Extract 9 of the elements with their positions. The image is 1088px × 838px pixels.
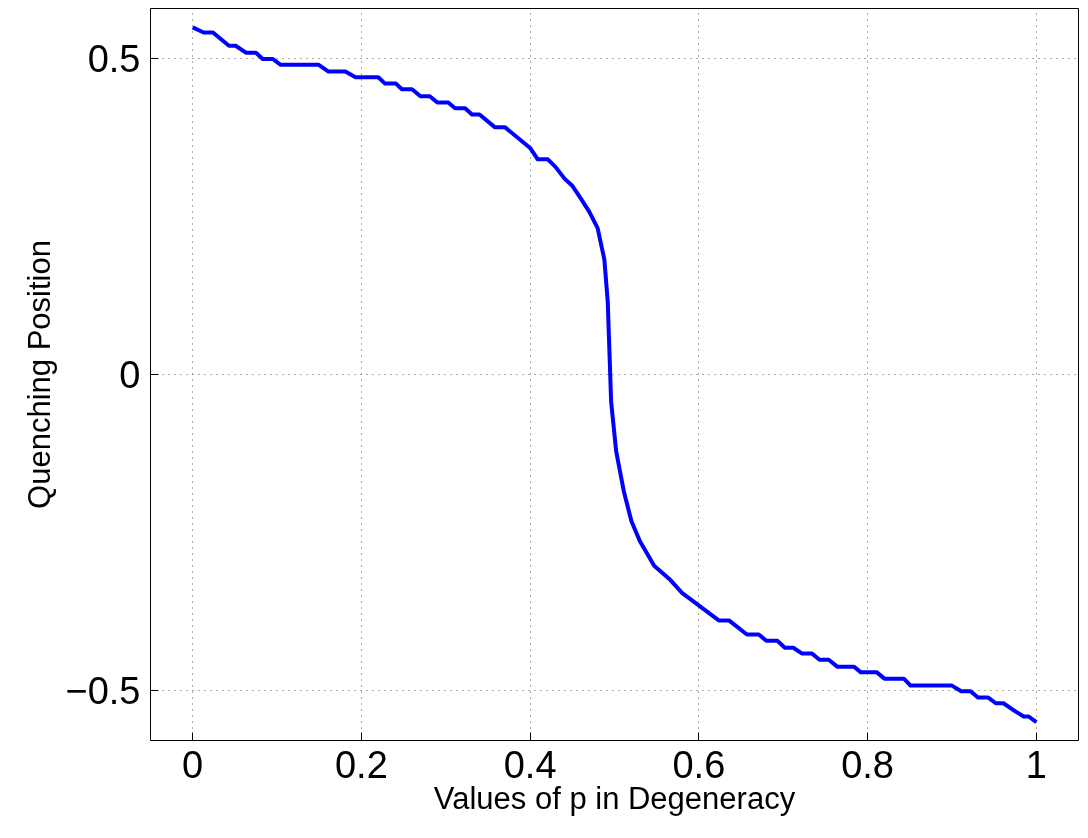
x-tick-label: 1	[1025, 743, 1047, 786]
x-tick-label: 0.2	[335, 743, 388, 786]
y-tick-label: −0.5	[65, 669, 141, 712]
y-tick-label: 0.5	[87, 38, 141, 81]
x-tick-label: 0.8	[841, 743, 895, 786]
line-series	[190, 25, 1039, 725]
y-axis-title: Quenching Position	[22, 240, 58, 509]
y-tick-label: 0	[119, 354, 141, 396]
x-tick-label: 0	[182, 743, 204, 786]
